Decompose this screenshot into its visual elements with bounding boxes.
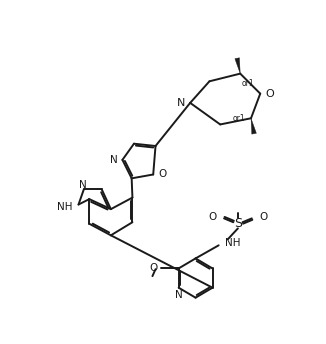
Text: O: O [259,212,268,222]
Text: O: O [150,264,158,273]
Text: N: N [175,290,183,300]
Text: O: O [159,170,167,180]
Text: or1: or1 [242,79,254,88]
Text: O: O [266,89,274,99]
Text: or1: or1 [232,114,245,123]
Text: NH: NH [225,238,240,248]
Polygon shape [251,118,256,134]
Text: N: N [79,180,86,190]
Text: NH: NH [57,202,72,212]
Polygon shape [235,58,240,74]
Text: O: O [208,212,216,222]
Text: S: S [234,217,242,230]
Text: N: N [177,98,185,108]
Text: N: N [110,155,118,165]
